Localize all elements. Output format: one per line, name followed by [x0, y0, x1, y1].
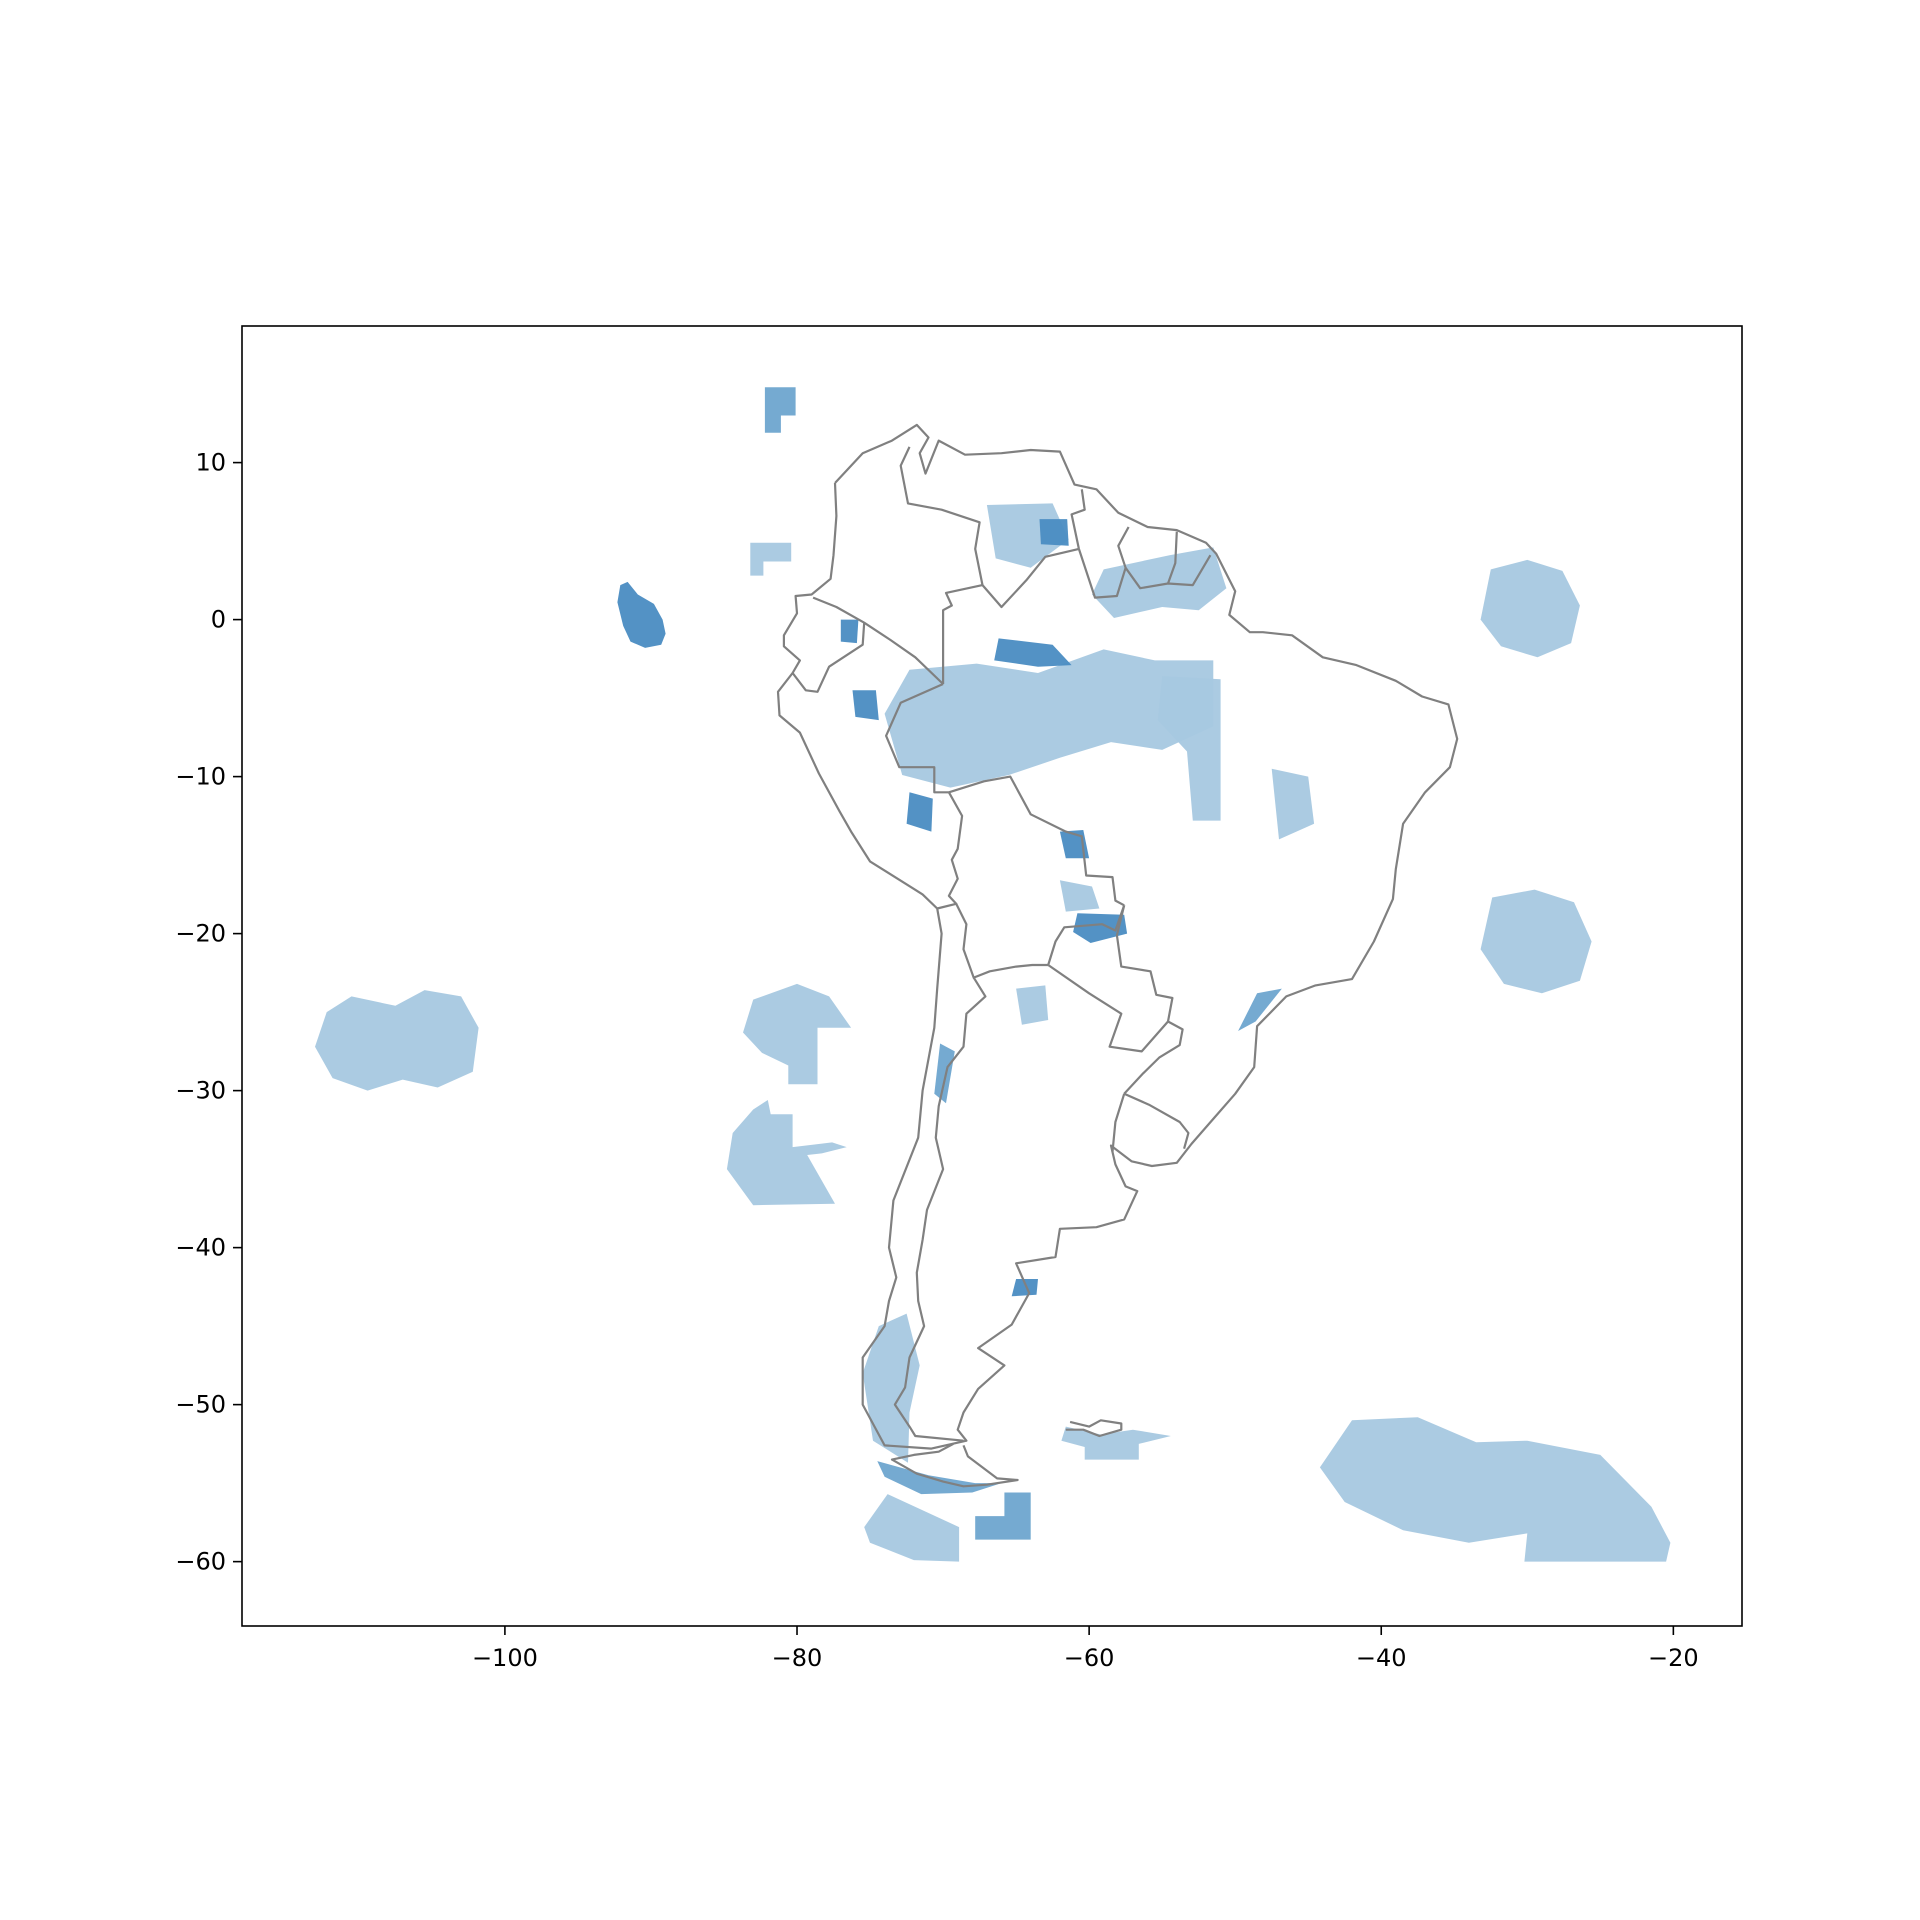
protected-area-atlantic-forest — [1238, 988, 1282, 1031]
protected-area-andes-north-chile — [934, 1043, 955, 1104]
boundary-falklands-outline — [1065, 1419, 1123, 1438]
protected-area-trindade — [1480, 889, 1592, 994]
protected-area-canaima — [1039, 519, 1069, 546]
protected-area-xingu — [1157, 676, 1221, 821]
boundary-uruguay-argentina — [1111, 1093, 1126, 1152]
protected-area-malpelo-block — [750, 542, 792, 576]
protected-area-st-peter-paul — [1480, 559, 1580, 658]
boundary-uruguay-brazil — [1123, 1092, 1190, 1149]
boundary-peru-brazil — [884, 682, 949, 794]
protected-area-malpelo-san-andres — [764, 387, 796, 433]
boundary-tierra-del-fuego — [890, 1442, 1019, 1488]
protected-area-pacaya-samiria — [852, 690, 879, 721]
boundary-bolivia-chile-argentina — [955, 903, 1049, 979]
protected-area-argentina-chaco — [1016, 985, 1049, 1025]
protected-area-easter-island — [315, 990, 479, 1091]
boundary-venezuela-guyana — [1070, 489, 1086, 550]
x-axis: −100 −80 −60 −40 −20 — [472, 1626, 1699, 1672]
protected-area-cape-horn — [975, 1492, 1031, 1540]
y-axis: 10 0 −10 −20 −30 −40 −50 −60 — [175, 449, 242, 1576]
y-tick-label: 10 — [195, 449, 226, 477]
protected-area-ecuador-yasuni — [840, 619, 859, 644]
boundary-colombia-brazil — [941, 584, 983, 684]
protected-area-drake-block — [864, 1494, 960, 1562]
boundary-paraguay-brazil — [1115, 905, 1174, 1022]
x-tick-label: −40 — [1356, 1644, 1407, 1672]
boundary-venezuela-brazil — [981, 547, 1080, 609]
boundary-chile-argentina — [893, 977, 987, 1442]
boundary-colombia-ecuador-peru — [812, 596, 944, 685]
y-tick-label: 0 — [211, 606, 226, 634]
protected-area-pantanal — [1073, 913, 1128, 943]
boundary-bolivia-paraguay — [1047, 904, 1126, 966]
y-tick-label: −40 — [175, 1234, 226, 1262]
y-tick-label: −30 — [175, 1077, 226, 1105]
country-boundaries-layer — [776, 423, 1459, 1488]
protected-area-galapagos — [617, 581, 666, 648]
protected-area-amazon-north — [884, 649, 1214, 788]
protected-area-falklands — [1061, 1426, 1171, 1460]
protected-area-peru-manu — [906, 792, 933, 832]
x-tick-label: −80 — [772, 1644, 823, 1672]
y-tick-label: −20 — [175, 920, 226, 948]
plot-frame — [241, 325, 1743, 1627]
boundary-argentina-brazil — [1123, 1020, 1184, 1095]
protected-areas-layer — [315, 387, 1671, 1562]
protected-area-peninsula-valdes — [1011, 1279, 1038, 1297]
boundary-peru-bolivia — [936, 791, 964, 910]
boundary-south-america-coast — [776, 423, 1459, 1450]
protected-area-chaco-north — [1059, 880, 1100, 912]
protected-area-juan-fernandez — [726, 1100, 847, 1206]
boundary-paraguay-argentina — [1047, 964, 1169, 1053]
boundary-ecuador-peru — [791, 622, 866, 693]
protected-area-patagonia-west — [862, 1313, 920, 1463]
y-tick-label: −60 — [175, 1548, 226, 1576]
boundary-venezuela-colombia — [899, 446, 984, 586]
protected-area-south-georgia — [1319, 1417, 1671, 1562]
boundary-bolivia-brazil — [948, 775, 1125, 907]
protected-area-jau — [994, 638, 1072, 667]
x-tick-label: −20 — [1648, 1644, 1699, 1672]
y-tick-label: −10 — [175, 763, 226, 791]
protected-area-san-felix — [743, 983, 852, 1085]
y-tick-label: −50 — [175, 1391, 226, 1419]
boundary-guyana-south — [1077, 548, 1212, 599]
x-tick-label: −60 — [1064, 1644, 1115, 1672]
boundary-suriname-guiana — [1166, 531, 1178, 584]
boundary-guyana-suriname — [1117, 526, 1130, 569]
x-tick-label: −100 — [472, 1644, 538, 1672]
protected-area-caatinga — [1271, 768, 1315, 840]
